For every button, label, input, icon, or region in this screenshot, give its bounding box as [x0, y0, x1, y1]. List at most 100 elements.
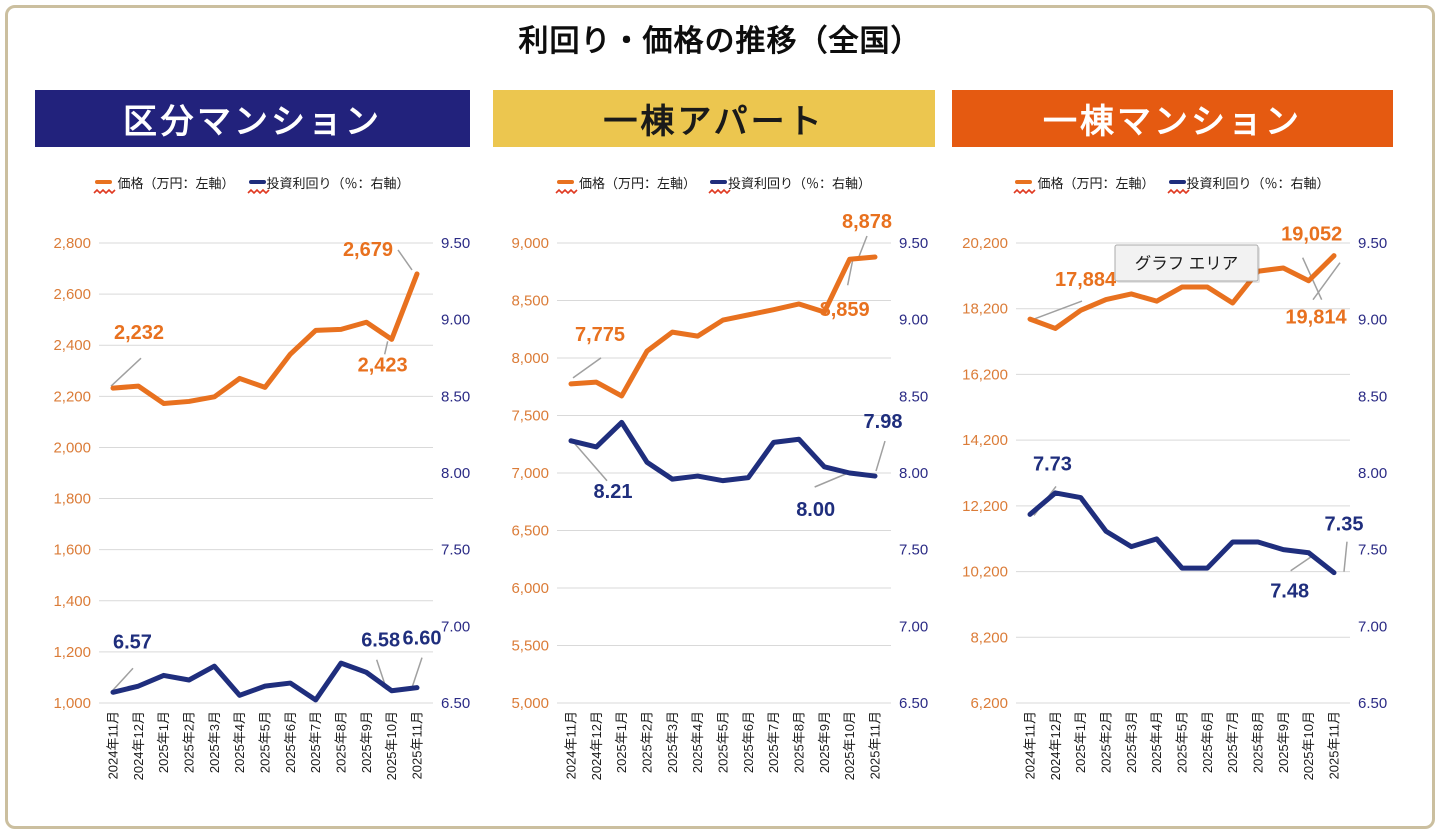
- price-legend-dash-icon: [1013, 180, 1037, 195]
- right-axis-tick: 8.00: [441, 465, 470, 482]
- price-legend-dash-icon: [93, 180, 117, 195]
- label-leader-line: [383, 341, 389, 355]
- legend-item-price: 価格（万円：左軸）: [1013, 173, 1155, 195]
- right-axis-tick: 7.00: [1358, 618, 1387, 635]
- left-axis-tick: 5,500: [511, 638, 549, 655]
- left-axis-tick: 2,200: [53, 388, 91, 405]
- x-axis-tick: 2025年11月: [1327, 711, 1342, 779]
- right-axis-tick: 7.50: [441, 542, 470, 559]
- right-axis-tick: 9.50: [1358, 235, 1387, 252]
- panel-itto-mansion: 一棟マンション 価格（万円：左軸） 投資利回り（％：右軸） 20,200 18,2…: [952, 90, 1393, 832]
- label-leader-line: [110, 667, 134, 693]
- label-leader-line: [397, 249, 413, 271]
- left-axis-tick: 1,800: [53, 491, 91, 508]
- left-axis-tick: 7,000: [511, 465, 549, 482]
- data-label: 8,859: [820, 299, 870, 321]
- label-leader-line: [572, 357, 602, 379]
- data-label: 2,423: [358, 354, 408, 376]
- data-label: 6.57: [113, 631, 152, 653]
- data-label: 8.21: [594, 481, 633, 503]
- left-axis-tick: 8,200: [970, 629, 1008, 646]
- left-axis-tick: 2,000: [53, 439, 91, 456]
- yield-legend-dash-icon: [708, 180, 731, 195]
- data-label: 7.98: [864, 411, 903, 433]
- legend: 価格（万円：左軸） 投資利回り（％：右軸）: [35, 169, 470, 195]
- left-axis-tick: 5,000: [511, 695, 549, 712]
- data-label: 8.00: [796, 499, 835, 521]
- x-axis-tick: 2025年6月: [741, 711, 756, 773]
- chart-itto-mansion[interactable]: 20,200 18,200 16,200 14,200 12,200 10,200 8,20…: [952, 198, 1393, 832]
- x-axis-tick: 2025年4月: [690, 711, 705, 773]
- x-axis-tick: 2024年11月: [106, 711, 121, 779]
- right-axis-tick: 9.00: [1358, 312, 1387, 329]
- data-label: 2,679: [343, 239, 393, 261]
- left-axis-tick: 12,200: [962, 498, 1008, 515]
- price-line: [110, 271, 420, 406]
- right-axis-tick: 8.50: [1358, 388, 1387, 405]
- x-axis-tick: 2024年12月: [1048, 711, 1063, 780]
- right-axis-tick: 8.00: [899, 465, 928, 482]
- right-axis-tick: 9.00: [441, 312, 470, 329]
- left-axis-tick: 8,500: [511, 293, 549, 310]
- x-axis-tick: 2025年1月: [614, 711, 629, 773]
- label-leader-line: [1033, 300, 1083, 320]
- data-label: 19,814: [1285, 307, 1347, 329]
- data-label: 7.48: [1270, 581, 1309, 603]
- gridlines: [99, 242, 433, 704]
- data-label: 6.58: [361, 630, 400, 652]
- x-axis-tick: 2025年10月: [1301, 711, 1316, 780]
- left-axis-tick: 2,800: [53, 235, 91, 252]
- x-axis-tick: 2025年2月: [1099, 711, 1114, 773]
- label-leader-line: [573, 442, 608, 482]
- left-axis-tick: 6,200: [970, 695, 1008, 712]
- panel-itto-apart: 一棟アパート 価格（万円：左軸） 投資利回り（％：右軸） 9,000 8,500 8…: [493, 90, 935, 832]
- x-axis-tick: 2025年7月: [308, 711, 323, 773]
- left-axis-tick: 2,400: [53, 337, 91, 354]
- x-axis-tick: 2025年5月: [258, 711, 273, 773]
- label-leader-line: [846, 260, 854, 286]
- page-title: 利回り・価格の推移（全国）: [518, 25, 922, 58]
- right-axis-tick: 9.50: [441, 235, 470, 252]
- yield-legend-dash-icon: [1166, 180, 1190, 195]
- data-label: 2,232: [114, 322, 164, 344]
- left-axis-tick: 1,000: [53, 695, 91, 712]
- left-axis-tick: 10,200: [962, 564, 1008, 581]
- x-axis-tick: 2024年11月: [1023, 711, 1038, 779]
- label-leader-line: [814, 473, 846, 488]
- legend: 価格（万円：左軸） 投資利回り（％：右軸）: [952, 169, 1393, 195]
- label-leader-line: [1343, 541, 1348, 572]
- data-label: 8,878: [842, 211, 892, 233]
- chart-area-tooltip: [1114, 244, 1259, 282]
- left-axis-tick: 14,200: [962, 432, 1008, 449]
- left-axis-tick: 1,600: [53, 542, 91, 559]
- right-axis-tick: 8.50: [899, 388, 928, 405]
- right-axis-tick: 9.50: [899, 235, 928, 252]
- spellcheck-squiggle-icon: [93, 188, 117, 195]
- right-axis-tick: 6.50: [1358, 695, 1387, 712]
- price-line: [1027, 253, 1337, 331]
- x-axis-tick: 2025年2月: [182, 711, 197, 773]
- legend-label-yield: 投資利回り（％：右軸）: [266, 175, 410, 191]
- x-axis-tick: 2025年9月: [359, 711, 374, 773]
- x-axis-tick: 2025年2月: [640, 711, 655, 773]
- x-axis-tick: 2025年3月: [207, 711, 222, 773]
- chart-kubun-mansion[interactable]: 2,800 2,600 2,400 2,200 2,000 1,800 1,600 1,400…: [35, 198, 470, 832]
- panel-kubun-mansion: 区分マンション 価格（万円：左軸） 投資利回り（％：右軸） 2,800 2,600…: [35, 90, 470, 832]
- x-axis-tick: 2025年3月: [665, 711, 680, 773]
- left-axis-tick: 7,500: [511, 408, 549, 425]
- legend-label-yield: 投資利回り（％：右軸）: [1186, 175, 1330, 191]
- left-axis-tick: 1,200: [53, 644, 91, 661]
- spellcheck-squiggle-icon: [246, 188, 270, 195]
- x-axis-tick: 2025年5月: [1175, 711, 1190, 773]
- chart-itto-apart[interactable]: 9,000 8,500 8,000 7,500 7,000 6,500 6,000 5,500…: [493, 198, 935, 832]
- x-axis-tick: 2025年8月: [1251, 711, 1266, 773]
- right-axis-tick: 7.50: [899, 542, 928, 559]
- right-axis-tick: 9.00: [899, 312, 928, 329]
- x-axis-tick: 2025年11月: [410, 711, 425, 779]
- right-axis-tick: 6.50: [441, 695, 470, 712]
- left-axis-tick: 6,000: [511, 580, 549, 597]
- x-axis-tick: 2025年10月: [384, 711, 399, 780]
- x-axis-tick: 2025年9月: [1276, 711, 1291, 773]
- x-axis-tick: 2025年7月: [766, 711, 781, 773]
- right-axis-tick: 7.00: [441, 618, 470, 635]
